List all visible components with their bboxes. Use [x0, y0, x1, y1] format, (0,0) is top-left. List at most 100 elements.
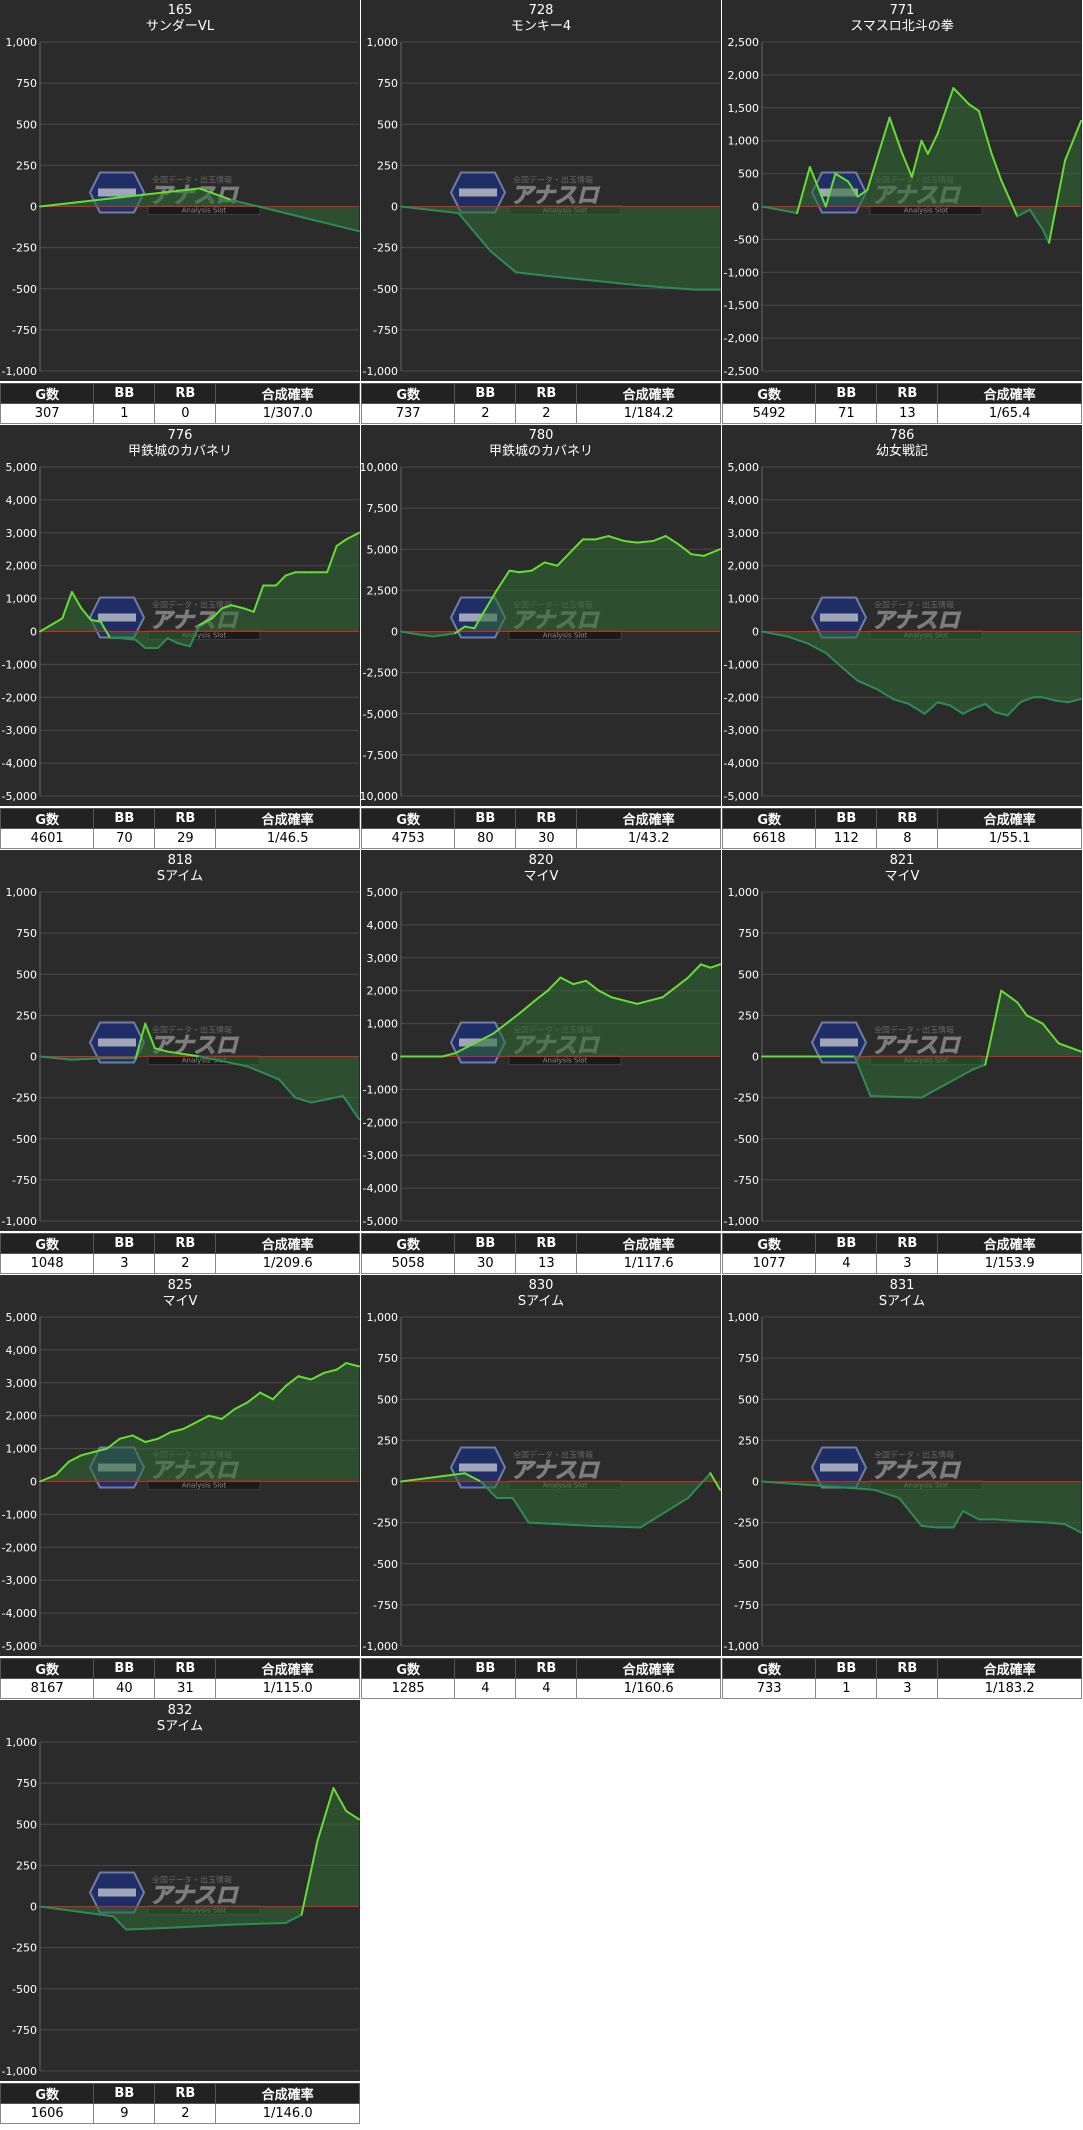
series-line-segment	[252, 584, 265, 613]
y-tick-label: -500	[734, 233, 759, 246]
series-line-segment	[144, 1022, 156, 1050]
difference-area	[40, 188, 359, 232]
stats-table: G数 BB RB 合成確率 4753 80 30 1/43.2	[360, 808, 721, 849]
y-tick-label: -3,000	[724, 724, 759, 737]
y-tick-label: 5,000	[728, 461, 760, 474]
difference-area	[762, 631, 1081, 716]
watermark-brand: アナスロ	[872, 1459, 962, 1484]
series-line-segment	[300, 1839, 319, 1916]
stat-regular-bonus: 4	[515, 1678, 578, 1699]
machine-name: マイV	[884, 869, 920, 884]
series-line-segment	[419, 633, 434, 638]
chart-plot: 5,000 4,000 3,000 2,000 1,000 0 -1,000 -2,000 -3…	[2, 461, 360, 803]
stat-combined-rate: 1/115.0	[215, 1678, 360, 1699]
series-line-segment	[556, 551, 572, 567]
y-tick-label: 4,000	[6, 494, 38, 507]
watermark-caption: 全国データ・出玉情報	[874, 1450, 954, 1460]
stats-header-cell: BB	[93, 808, 156, 829]
series-line-segment	[920, 1068, 974, 1099]
stats-table: G数 BB RB 合成確率 1285 4 4 1/160.6	[360, 1658, 721, 1699]
series-line-segment	[687, 963, 702, 979]
y-tick-label: -5,000	[2, 790, 37, 803]
stat-regular-bonus: 3	[876, 1678, 939, 1699]
series-line-segment	[70, 1057, 105, 1061]
y-tick-label: 1,000	[367, 1018, 399, 1031]
series-line-segment	[709, 1472, 721, 1491]
machine-number: 776	[167, 428, 193, 443]
machine-panel: 780 甲鉄城のカバネリ 10,000 7,500 5,000 2,500 0 -2,500 -…	[360, 425, 721, 849]
difference-area	[40, 1788, 359, 1930]
payout-chart: 165 サンダーVL 1,000 750 500 250 0 -250 -500 -750 -1,0…	[0, 0, 360, 381]
y-tick-label: -500	[12, 1983, 37, 1996]
stats-header-cell: 合成確率	[937, 808, 1082, 829]
stat-games: 1048	[0, 1253, 95, 1274]
stat-games: 4753	[360, 828, 456, 849]
machine-name: マイV	[162, 1294, 198, 1309]
y-tick-label: -5,000	[363, 1215, 398, 1228]
stat-regular-bonus: 13	[876, 403, 939, 424]
machine-name: Sアイム	[156, 1719, 204, 1734]
series-line-segment	[761, 1480, 875, 1491]
stat-big-bonus: 9	[93, 2103, 156, 2124]
series-line-segment	[805, 642, 827, 654]
stats-header-cell: G数	[360, 1658, 456, 1679]
payout-chart: 820 マイV 5,000 4,000 3,000 2,000 1,000 0 -1,000 -2…	[361, 850, 721, 1231]
y-tick-label: 3,000	[6, 1377, 38, 1390]
payout-chart: 786 幼女戦記 5,000 4,000 3,000 2,000 1,000 0 -1,000 -…	[722, 425, 1082, 806]
stat-big-bonus: 2	[454, 403, 517, 424]
series-line-segment	[505, 1012, 521, 1025]
series-line-segment	[518, 569, 533, 574]
y-tick-label: -5,000	[2, 1640, 37, 1653]
stats-header-row: G数 BB RB 合成確率	[0, 383, 360, 404]
chart-plot: 1,000 750 500 250 0 -250 -500 -750 -1,000 全国データ・出…	[2, 1736, 360, 2078]
series-line-segment	[559, 976, 575, 986]
stat-games: 1606	[0, 2103, 95, 2124]
machine-panel: 771 スマスロ北斗の拳 2,500 2,000 1,500 1,000 500 0 -500 -…	[721, 0, 1082, 424]
y-tick-label: 1,000	[728, 1311, 760, 1324]
stats-header-row: G数 BB RB 合成確率	[0, 1233, 360, 1254]
watermark-band-icon	[98, 613, 136, 622]
stats-header-cell: 合成確率	[576, 1658, 721, 1679]
chart-plot: 1,000 750 500 250 0 -250 -500 -750 -1,000 全国データ・出…	[363, 1311, 721, 1653]
stat-combined-rate: 1/55.1	[937, 828, 1082, 849]
stat-combined-rate: 1/160.6	[576, 1678, 721, 1699]
stat-regular-bonus: 2	[154, 2103, 217, 2124]
y-tick-label: -250	[734, 1517, 759, 1530]
stat-combined-rate: 1/43.2	[576, 828, 721, 849]
stat-combined-rate: 1/183.2	[937, 1678, 1082, 1699]
y-tick-label: -750	[12, 1174, 37, 1187]
y-tick-label: 1,000	[728, 593, 760, 606]
watermark-caption: 全国データ・出玉情報	[152, 600, 232, 610]
stats-header-cell: 合成確率	[576, 1233, 721, 1254]
series-line-segment	[869, 1094, 923, 1099]
machine-number: 830	[528, 1278, 554, 1293]
y-tick-label: -1,000	[724, 266, 759, 279]
watermark-tagline: Analysis Slot	[182, 207, 227, 215]
stats-table: G数 BB RB 合成確率 1048 3 2 1/209.6	[0, 1233, 360, 1274]
stats-header-cell: RB	[515, 1658, 578, 1679]
stats-header-cell: BB	[454, 1658, 517, 1679]
y-tick-label: 500	[738, 1393, 759, 1406]
watermark-tagline: Analysis Slot	[182, 632, 227, 640]
series-line-segment	[284, 1375, 300, 1388]
series-line-segment	[926, 133, 939, 155]
stat-combined-rate: 1/117.6	[576, 1253, 721, 1274]
chart-plot: 10,000 7,500 5,000 2,500 0 -2,500 -5,000 -7,500…	[361, 461, 721, 803]
series-line-segment	[961, 707, 974, 715]
series-line-segment	[847, 180, 859, 198]
series-line-segment	[891, 697, 910, 705]
series-line-segment	[1048, 1521, 1067, 1526]
watermark-caption: 全国データ・出玉情報	[874, 1025, 954, 1035]
y-tick-label: -750	[12, 324, 37, 337]
series-line-segment	[1025, 1014, 1044, 1025]
machine-number: 165	[167, 3, 193, 18]
series-line-segment	[853, 1055, 872, 1097]
stat-regular-bonus: 29	[154, 828, 217, 849]
series-line-segment	[492, 1022, 508, 1035]
stats-header-row: G数 BB RB 合成確率	[721, 1658, 1082, 1679]
watermark-band-icon	[459, 1463, 497, 1472]
watermark-tagline: Analysis Slot	[543, 1057, 588, 1065]
series-line-segment	[275, 574, 287, 587]
y-tick-label: 0	[391, 1476, 398, 1489]
